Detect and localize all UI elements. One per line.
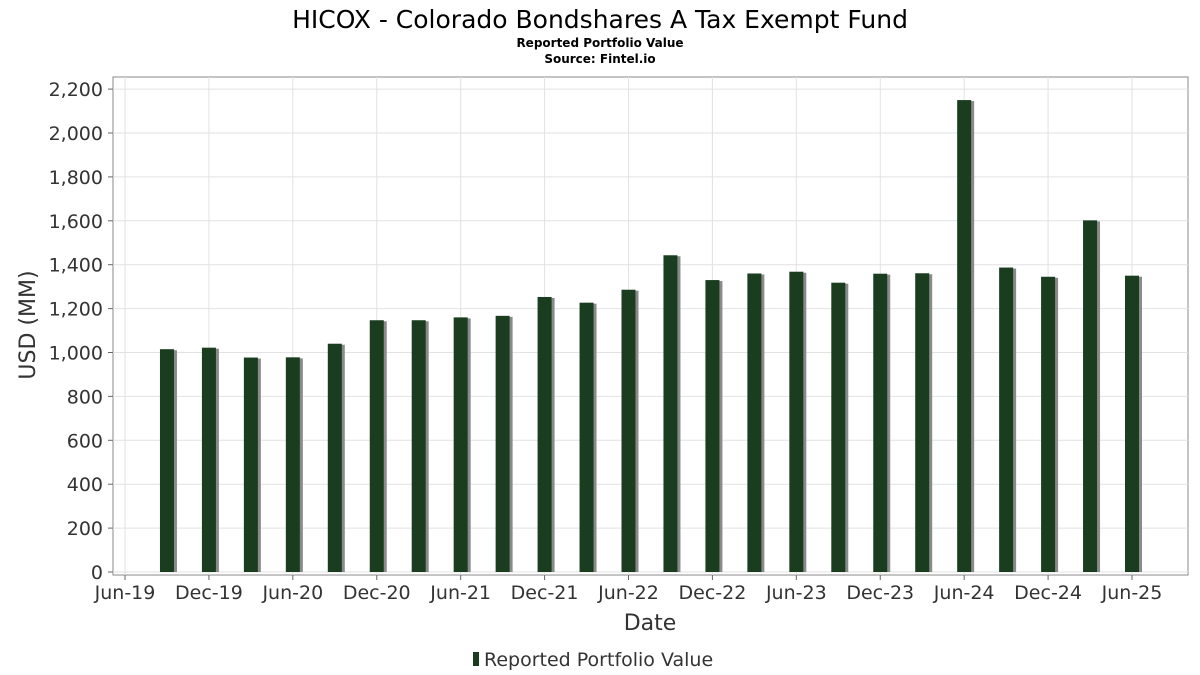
bar — [243, 357, 258, 572]
x-tick-label: Dec-20 — [343, 582, 411, 604]
x-tick-label: Jun-21 — [429, 582, 491, 604]
chart-source: Source: Fintel.io — [544, 52, 655, 66]
chart-title: HICOX - Colorado Bondshares A Tax Exempt… — [292, 5, 908, 34]
x-tick-label: Dec-22 — [679, 582, 747, 604]
bar — [747, 273, 762, 572]
bar — [873, 273, 888, 572]
bar — [999, 267, 1014, 572]
y-tick-label: 1,800 — [49, 167, 103, 189]
legend: Reported Portfolio Value — [473, 649, 713, 671]
y-tick-label: 2,000 — [49, 123, 103, 145]
y-axis-label: USD (MM) — [16, 270, 41, 379]
x-tick-label: Jun-23 — [765, 582, 827, 604]
y-axis-ticks: 0 200 400 600 800 1,000 1,200 1,400 1,600 1,800 2,… — [49, 79, 113, 584]
x-axis-label: Date — [624, 611, 677, 636]
bar — [1041, 276, 1056, 572]
bar — [327, 343, 342, 572]
x-axis-ticks: Jun-19 Dec-19 Jun-20 Dec-20 Jun-21 Dec-21 Jun-… — [94, 575, 1163, 604]
bar — [621, 289, 636, 572]
x-tick-label: Jun-24 — [933, 582, 995, 604]
y-tick-label: 1,600 — [49, 211, 103, 233]
bar — [537, 296, 552, 572]
bar — [831, 282, 846, 572]
x-tick-label: Jun-19 — [94, 582, 156, 604]
bar — [285, 357, 300, 572]
bar — [957, 100, 972, 572]
legend-swatch — [473, 652, 479, 666]
y-tick-label: 400 — [67, 474, 103, 496]
x-tick-label: Dec-24 — [1014, 582, 1082, 604]
plot-area — [112, 76, 1189, 576]
bar — [579, 302, 594, 572]
y-tick-label: 600 — [67, 430, 103, 452]
bars — [159, 100, 1142, 572]
bar — [705, 280, 720, 572]
bar — [789, 271, 804, 572]
x-tick-label: Jun-25 — [1101, 582, 1163, 604]
legend-label: Reported Portfolio Value — [484, 649, 713, 671]
x-tick-label: Dec-19 — [175, 582, 243, 604]
bar — [159, 349, 174, 572]
bar — [453, 317, 468, 572]
bar — [495, 315, 510, 572]
bar — [369, 320, 384, 572]
x-tick-label: Jun-20 — [261, 582, 323, 604]
bar — [663, 255, 678, 572]
y-tick-label: 2,200 — [49, 79, 103, 101]
x-tick-label: Dec-23 — [846, 582, 914, 604]
bar — [1083, 220, 1098, 572]
x-tick-label: Dec-21 — [511, 582, 579, 604]
y-tick-label: 200 — [67, 518, 103, 540]
y-tick-label: 1,400 — [49, 255, 103, 277]
y-tick-label: 1,200 — [49, 299, 103, 321]
y-tick-label: 0 — [91, 562, 103, 584]
bar — [915, 273, 930, 572]
bar — [201, 347, 216, 572]
chart-subtitle: Reported Portfolio Value — [516, 36, 683, 50]
y-tick-label: 800 — [67, 386, 103, 408]
x-tick-label: Jun-22 — [597, 582, 659, 604]
bar — [411, 320, 426, 572]
bar — [1125, 275, 1139, 572]
y-tick-label: 1,000 — [49, 343, 103, 365]
